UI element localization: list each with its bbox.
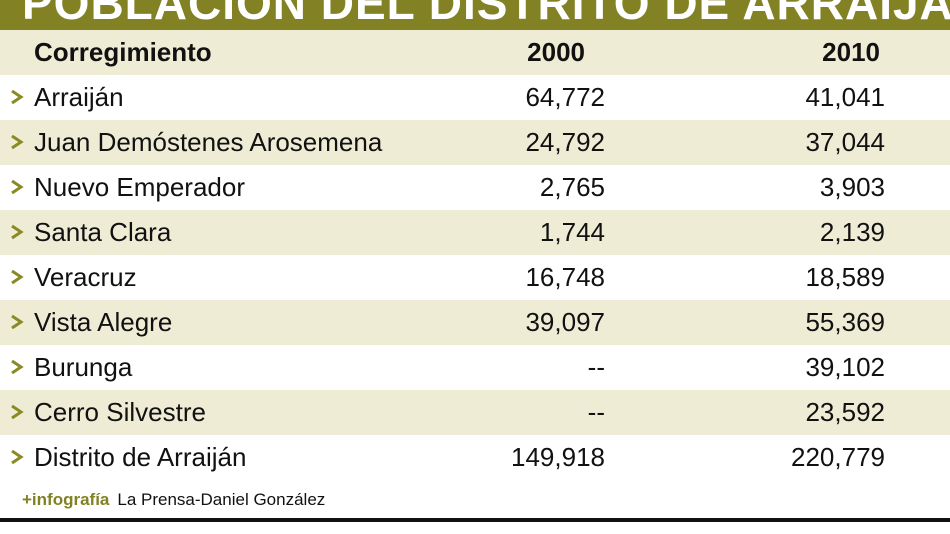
- table-cell: --: [587, 397, 605, 427]
- table-cell: 37,044: [805, 127, 885, 157]
- bullet-arrow: [11, 89, 24, 105]
- table-row: Juan Demóstenes Arosemena 24,792 37,044: [0, 120, 950, 165]
- column-header: 2010: [822, 37, 880, 67]
- table-cell: Nuevo Emperador: [34, 172, 245, 202]
- bullet-arrow: [11, 224, 24, 240]
- table-row: Distrito de Arraiján 149,918 220,779: [0, 435, 950, 480]
- table-cell: Vista Alegre: [34, 307, 173, 337]
- table-cell: Juan Demóstenes Arosemena: [34, 127, 383, 157]
- table-row: Arraiján 64,772 41,041: [0, 75, 950, 120]
- table-cell: 24,792: [525, 127, 605, 157]
- table-cell: Santa Clara: [34, 217, 172, 247]
- table-cell: 64,772: [525, 82, 605, 112]
- bullet-arrow: [11, 449, 24, 465]
- credit-label: +infografía: [22, 490, 110, 509]
- table-cell: 41,041: [805, 82, 885, 112]
- table-cell: 220,779: [791, 442, 885, 472]
- table-row: Burunga -- 39,102: [0, 345, 950, 390]
- table-cell: 2,139: [819, 217, 885, 247]
- table-cell: 18,589: [805, 262, 885, 292]
- table-cell: Cerro Silvestre: [34, 397, 206, 427]
- bullet-arrow: [11, 179, 24, 195]
- header-row: Corregimiento 2000 2010: [0, 30, 950, 75]
- column-header: 2000: [527, 37, 585, 67]
- table-cell: 2,765: [539, 172, 605, 202]
- table-row: Santa Clara 1,744 2,139: [0, 210, 950, 255]
- table-row: Veracruz 16,748 18,589: [0, 255, 950, 300]
- table-row: Nuevo Emperador 2,765 3,903: [0, 165, 950, 210]
- rule: [0, 518, 950, 522]
- table-cell: 16,748: [525, 262, 605, 292]
- title: POBLACIÓN DEL DISTRITO DE ARRAIJÁN: [22, 0, 950, 29]
- table-cell: 23,592: [805, 397, 885, 427]
- table-cell: 1,744: [539, 217, 605, 247]
- table-cell: 55,369: [805, 307, 885, 337]
- table-cell: 39,097: [525, 307, 605, 337]
- table-row: Vista Alegre 39,097 55,369: [0, 300, 950, 345]
- bullet-arrow: [11, 269, 24, 285]
- table-row: Cerro Silvestre -- 23,592: [0, 390, 950, 435]
- credit: La Prensa-Daniel González: [117, 490, 326, 509]
- table-cell: 39,102: [805, 352, 885, 382]
- title-bar: POBLACIÓN DEL DISTRITO DE ARRAIJÁN: [0, 0, 950, 32]
- footer: +infografía La Prensa-Daniel González: [22, 490, 325, 510]
- table-cell: Burunga: [34, 352, 133, 382]
- bullet-arrow: [11, 404, 24, 420]
- column-header: Corregimiento: [34, 37, 212, 67]
- table-cell: Veracruz: [34, 262, 137, 292]
- table-cell: 149,918: [511, 442, 605, 472]
- bullet-arrow: [11, 134, 24, 150]
- bullet-arrow: [11, 359, 24, 375]
- table-cell: Distrito de Arraiján: [34, 442, 247, 472]
- table-cell: 3,903: [819, 172, 885, 202]
- table-cell: Arraiján: [34, 82, 124, 112]
- bullet-arrow: [11, 314, 24, 330]
- table-cell: --: [587, 352, 605, 382]
